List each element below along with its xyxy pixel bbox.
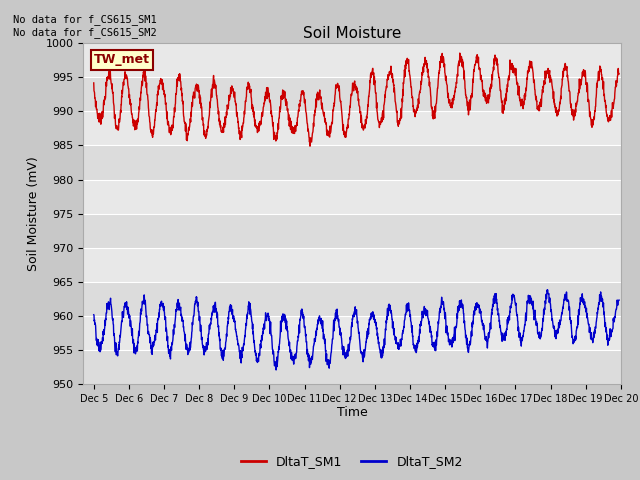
X-axis label: Time: Time [337, 407, 367, 420]
Bar [83, 145, 621, 180]
Bar [83, 316, 621, 350]
Legend: DltaT_SM1, DltaT_SM2: DltaT_SM1, DltaT_SM2 [236, 450, 468, 473]
Bar [83, 43, 621, 77]
Bar [83, 248, 621, 282]
Y-axis label: Soil Moisture (mV): Soil Moisture (mV) [27, 156, 40, 271]
Bar [83, 111, 621, 145]
Title: Soil Moisture: Soil Moisture [303, 25, 401, 41]
Text: No data for f_CS615_SM1
No data for f_CS615_SM2: No data for f_CS615_SM1 No data for f_CS… [13, 14, 157, 38]
Text: TW_met: TW_met [94, 53, 150, 66]
Bar [83, 282, 621, 316]
Bar [83, 350, 621, 384]
Bar [83, 214, 621, 248]
Bar [83, 180, 621, 214]
Bar [83, 77, 621, 111]
